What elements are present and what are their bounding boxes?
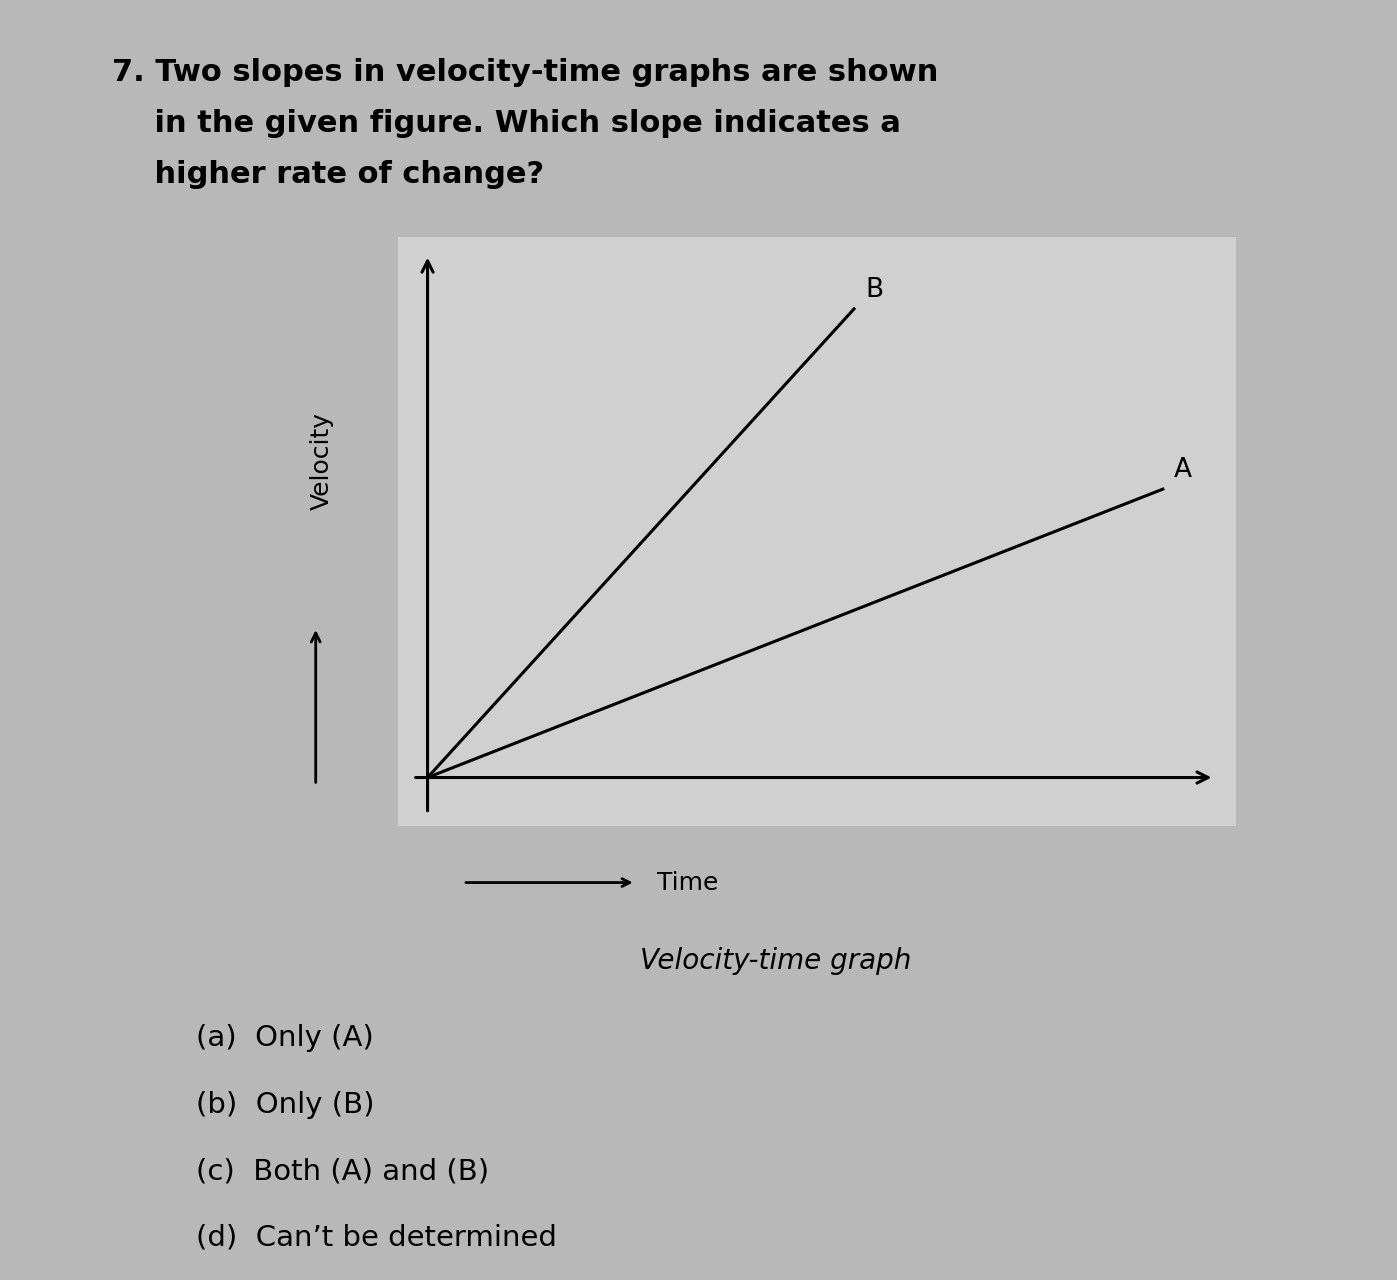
- Text: Time: Time: [657, 872, 718, 895]
- Text: (a)  Only (A): (a) Only (A): [196, 1024, 373, 1052]
- Text: 7. Two slopes in velocity-time graphs are shown: 7. Two slopes in velocity-time graphs ar…: [112, 58, 939, 87]
- Text: Velocity-time graph: Velocity-time graph: [640, 947, 911, 975]
- Text: (d)  Can’t be determined: (d) Can’t be determined: [196, 1224, 556, 1252]
- Text: higher rate of change?: higher rate of change?: [112, 160, 543, 189]
- Text: A: A: [1173, 457, 1192, 483]
- Text: (b)  Only (B): (b) Only (B): [196, 1091, 374, 1119]
- Text: (c)  Both (A) and (B): (c) Both (A) and (B): [196, 1157, 489, 1185]
- Text: Velocity: Velocity: [309, 412, 334, 509]
- Text: in the given figure. Which slope indicates a: in the given figure. Which slope indicat…: [112, 109, 901, 138]
- Text: B: B: [865, 276, 883, 303]
